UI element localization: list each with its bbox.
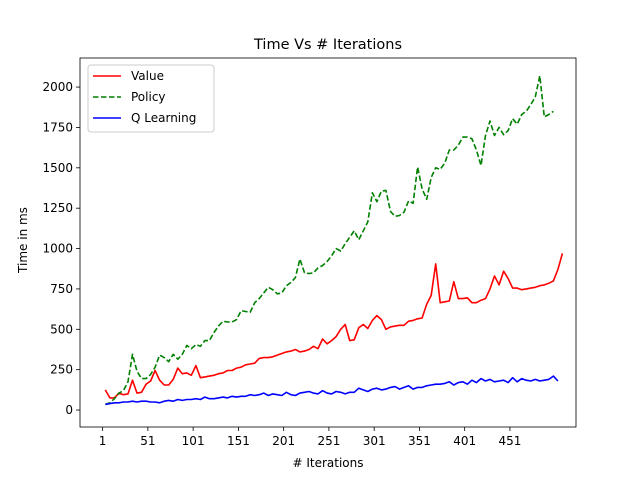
y-tick-label: 1000 xyxy=(42,242,73,256)
x-tick-label: 451 xyxy=(498,434,521,448)
y-tick-label: 500 xyxy=(50,322,73,336)
y-tick-label: 2000 xyxy=(42,80,73,94)
legend-box xyxy=(87,64,215,133)
x-tick-label: 251 xyxy=(317,434,340,448)
x-tick-label: 101 xyxy=(182,434,205,448)
x-tick-label: 351 xyxy=(408,434,431,448)
legend: Value Policy Q Learning xyxy=(87,64,215,133)
y-tick-label: 1750 xyxy=(42,120,73,134)
x-tick-label: 1 xyxy=(99,434,107,448)
x-tick-label: 51 xyxy=(140,434,155,448)
x-tick-label: 151 xyxy=(227,434,250,448)
series-line-value xyxy=(104,253,564,399)
x-axis-ticks: 1 51 101 151 201 251 301 351 401 451 xyxy=(99,427,521,448)
chart-title: Time Vs # Iterations xyxy=(253,37,402,53)
x-tick-label: 401 xyxy=(453,434,476,448)
y-tick-label: 750 xyxy=(50,282,73,296)
legend-label: Policy xyxy=(131,90,166,104)
y-tick-label: 1250 xyxy=(42,201,73,215)
x-axis-label: # Iterations xyxy=(292,456,363,470)
x-tick-label: 301 xyxy=(363,434,386,448)
y-tick-label: 250 xyxy=(50,363,73,377)
series-line-q-learning xyxy=(105,375,559,406)
y-axis-ticks: 0 250 500 750 1000 1250 1500 1750 2000 xyxy=(42,80,80,417)
x-tick-label: 201 xyxy=(272,434,295,448)
legend-label: Value xyxy=(131,69,164,83)
plot-frame xyxy=(79,57,577,428)
y-axis-label: Time in ms xyxy=(16,207,30,274)
plot-area xyxy=(79,57,577,428)
legend-label: Q Learning xyxy=(131,111,196,125)
series-line-policy xyxy=(105,75,554,406)
y-tick-label: 1500 xyxy=(42,161,73,175)
series-layer xyxy=(104,75,564,406)
y-tick-label: 0 xyxy=(65,403,73,417)
